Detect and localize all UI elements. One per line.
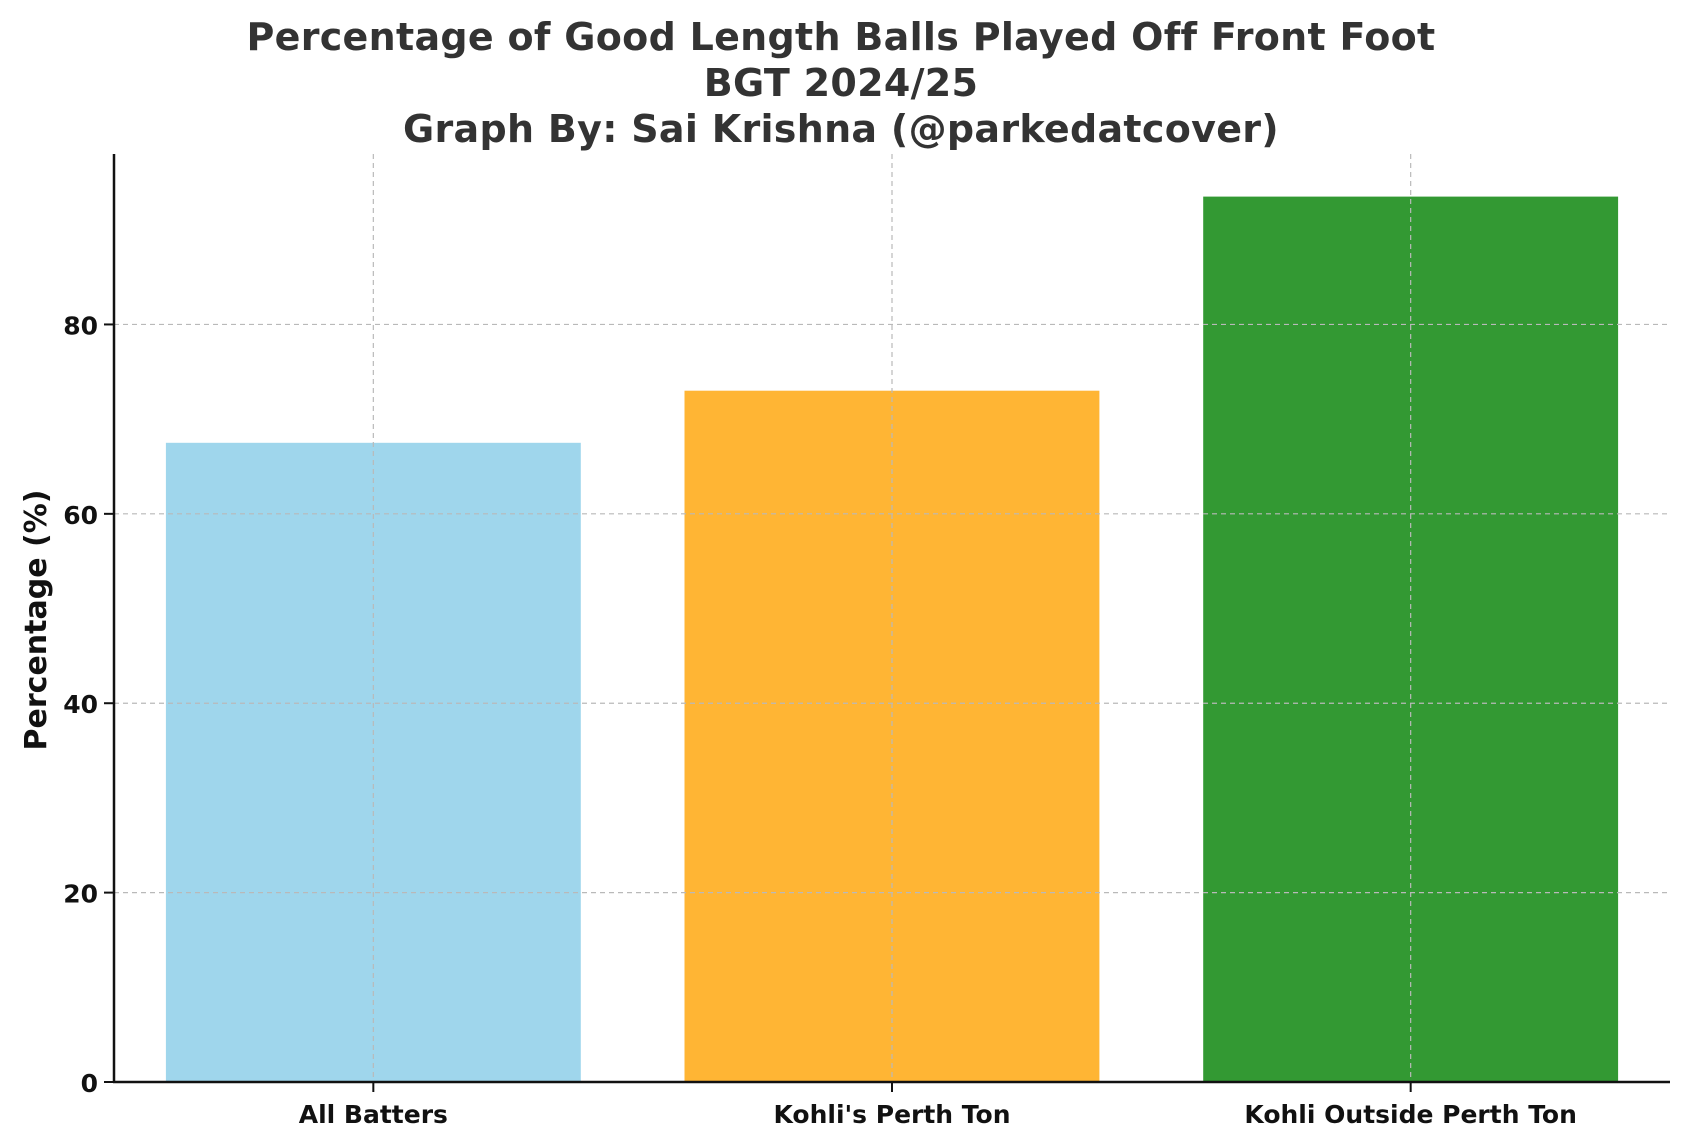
x-tick-label: Kohli's Perth Ton: [773, 1100, 1010, 1129]
chart-title-line-2: BGT 2024/25: [703, 61, 979, 105]
chart-title: Percentage of Good Length Balls Played O…: [0, 14, 1682, 152]
x-tick-label: All Batters: [299, 1100, 448, 1129]
y-tick-label: 60: [63, 501, 98, 530]
y-tick-label: 40: [63, 690, 98, 719]
y-tick-label: 20: [63, 880, 98, 909]
y-axis-label: Percentage (%): [19, 490, 54, 751]
y-tick-label: 80: [63, 311, 98, 340]
chart-title-line-3: Graph By: Sai Krishna (@parkedatcover): [403, 107, 1279, 151]
bar-2: [684, 390, 1100, 1082]
x-tick-label: Kohli Outside Perth Ton: [1244, 1100, 1577, 1129]
chart-title-line-1: Percentage of Good Length Balls Played O…: [246, 15, 1436, 59]
y-tick-label: 0: [81, 1069, 98, 1098]
